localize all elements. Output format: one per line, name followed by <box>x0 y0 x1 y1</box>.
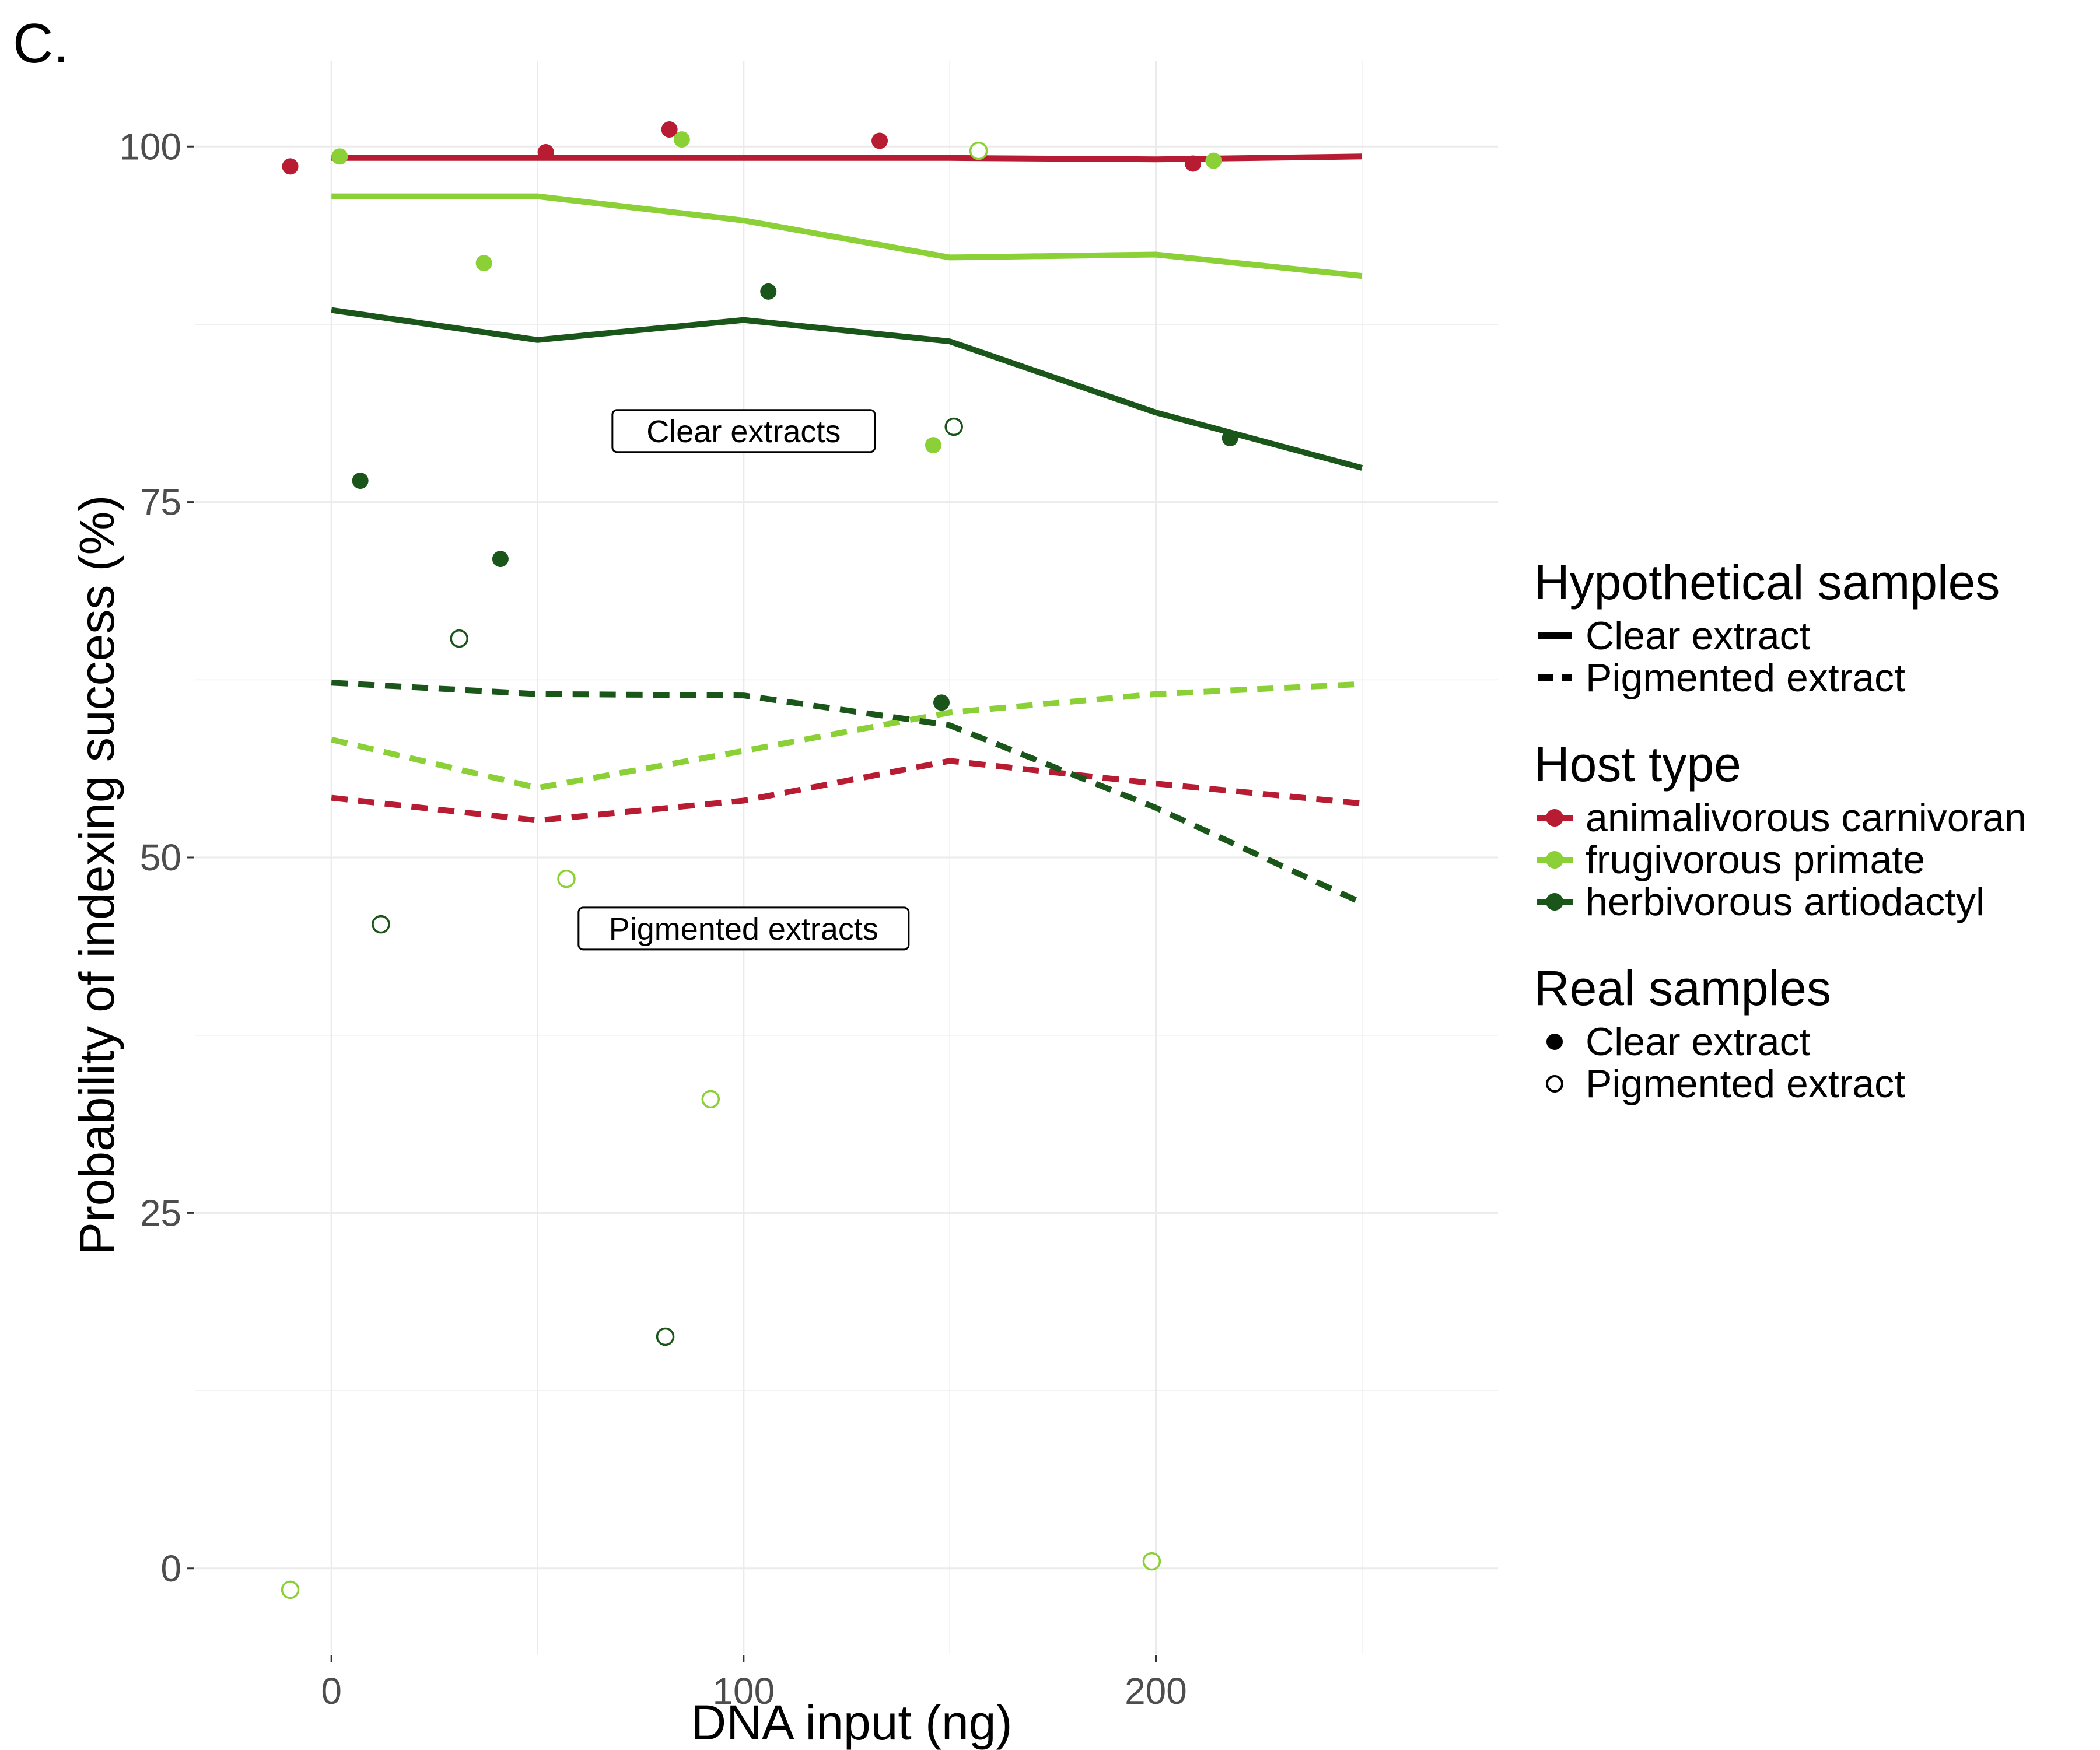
data-point-clear <box>537 144 554 160</box>
dashed-line-key <box>1538 674 1572 681</box>
legend-item-animalivorous-carnivoran: animalivorous carnivoran <box>1534 797 2094 839</box>
panel-label: C. <box>13 12 69 75</box>
axes: 0 25 50 75 100 0 100 200 <box>119 125 1187 1712</box>
legend-real-samples: Real samples Clear extract Pigmented ext… <box>1534 960 2094 1105</box>
data-point-pigmented <box>372 915 390 934</box>
legend-item-frugivorous-primate: frugivorous primate <box>1534 839 2094 881</box>
x-tick-label: 100 <box>712 1670 775 1712</box>
data-point-pigmented <box>450 629 469 648</box>
series-line-primate-pigmented <box>331 681 1363 791</box>
legend-label: animalivorous carnivoran <box>1586 796 2027 840</box>
data-point-clear <box>933 694 950 711</box>
legend-item-pigmented-extract-line: Pigmented extract <box>1534 657 2094 699</box>
data-point-pigmented <box>281 1580 300 1600</box>
data-point-clear <box>352 473 369 489</box>
legend-item-clear-extract-point: Clear extract <box>1534 1021 2094 1063</box>
data-point-clear <box>925 437 942 454</box>
data-point-clear <box>492 551 509 568</box>
annotation-label: Clear extracts <box>611 409 876 453</box>
series-line-artiodactyl-pigmented <box>331 680 1363 906</box>
series-line-primate-clear <box>331 193 1363 279</box>
data-point-pigmented <box>701 1090 720 1109</box>
data-point-pigmented <box>969 141 988 160</box>
legend: Hypothetical samples Clear extract Pigme… <box>1534 554 2094 1142</box>
data-point-clear <box>760 283 777 300</box>
annotation-text: Clear extracts <box>646 414 841 449</box>
filled-circle-key <box>1546 1034 1563 1050</box>
data-point-clear <box>1185 155 1202 172</box>
y-tick-label: 75 <box>140 481 181 523</box>
legend-item-herbivorous-artiodactyl: herbivorous artiodactyl <box>1534 881 2094 923</box>
legend-label: herbivorous artiodactyl <box>1586 880 1985 924</box>
annotation-text: Pigmented extracts <box>609 912 878 947</box>
data-point-clear <box>1205 152 1222 169</box>
x-axis-title: DNA input (ng) <box>691 1695 1013 1750</box>
annotation-label: Pigmented extracts <box>578 907 910 951</box>
primate-key <box>1536 851 1573 869</box>
legend-label: Clear extract <box>1586 1020 1811 1064</box>
legend-label: frugivorous primate <box>1586 838 1926 882</box>
data-point-clear <box>331 148 348 165</box>
legend-item-clear-extract-line: Clear extract <box>1534 615 2094 657</box>
data-point-pigmented <box>944 417 963 436</box>
data-point-pigmented <box>557 869 576 888</box>
y-tick-label: 25 <box>140 1192 181 1234</box>
solid-line-key <box>1538 632 1572 639</box>
legend-label: Pigmented extract <box>1586 1062 1906 1106</box>
data-point-clear <box>673 131 690 148</box>
legend-host-type: Host type animalivorous carnivoran frugi… <box>1534 736 2094 923</box>
line-chart: 0 25 50 75 100 0 100 200 Clear extracts Pigmente… <box>69 61 1498 1750</box>
grid <box>195 61 1498 1654</box>
y-tick-label: 100 <box>119 125 181 167</box>
annotation-box <box>578 907 910 951</box>
x-tick-label: 200 <box>1125 1670 1187 1712</box>
annotations: Clear extracts Pigmented extracts <box>578 409 910 951</box>
legend-title: Real samples <box>1534 961 1831 1016</box>
legend-title: Host type <box>1534 737 1741 792</box>
data-point-pigmented <box>1142 1552 1161 1571</box>
data-point-clear <box>1222 429 1238 446</box>
y-tick-label: 0 <box>160 1548 181 1590</box>
data-point-clear <box>661 121 678 138</box>
series-line-carnivoran-pigmented <box>331 758 1363 824</box>
legend-label: Pigmented extract <box>1586 656 1906 700</box>
series-lines <box>331 153 1363 906</box>
y-axis-title: Probability of indexing success (%) <box>69 495 124 1255</box>
legend-item-pigmented-extract-point: Pigmented extract <box>1534 1063 2094 1105</box>
data-point-pigmented <box>656 1327 675 1346</box>
annotation-box <box>611 409 876 453</box>
carnivoran-key <box>1536 809 1573 827</box>
data-point-clear <box>872 132 888 149</box>
data-point-clear <box>475 255 492 272</box>
x-tick-label: 0 <box>321 1670 342 1712</box>
legend-title: Hypothetical samples <box>1534 555 2000 610</box>
y-tick-label: 50 <box>140 836 181 878</box>
legend-label: Clear extract <box>1586 614 1811 658</box>
legend-hypothetical-samples: Hypothetical samples Clear extract Pigme… <box>1534 554 2094 699</box>
sample-points <box>281 121 1238 1600</box>
artiodactyl-key <box>1536 893 1573 911</box>
series-line-artiodactyl-clear <box>331 307 1363 471</box>
data-point-clear <box>282 158 299 175</box>
open-circle-key <box>1546 1075 1563 1093</box>
